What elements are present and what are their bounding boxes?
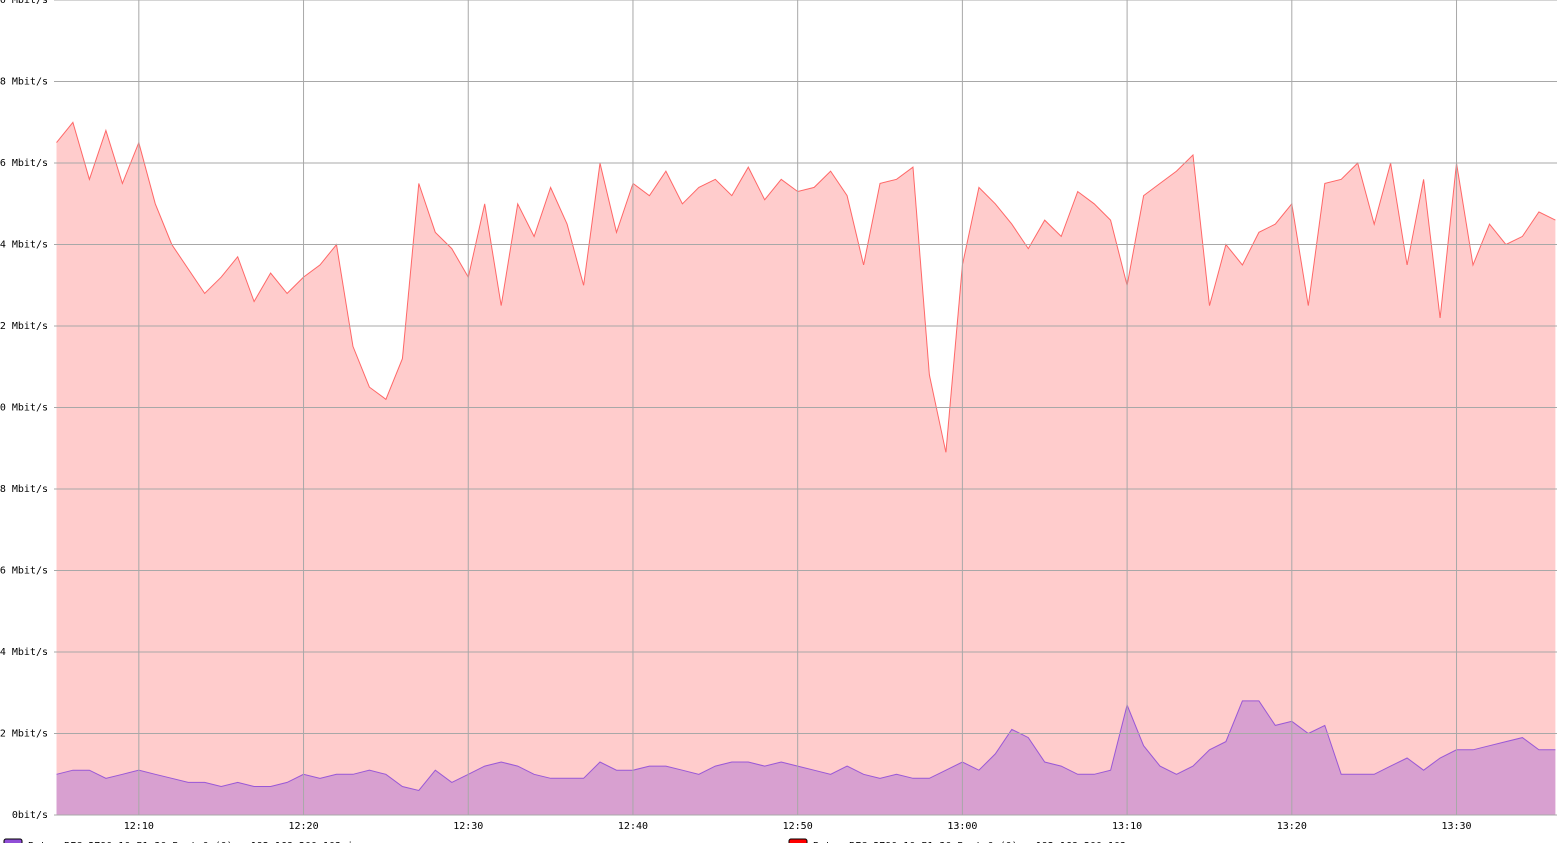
y-tick-label: 0bit/s [12, 810, 48, 821]
x-tick-label: 13:00 [947, 821, 977, 832]
x-tick-label: 12:10 [124, 821, 154, 832]
y-tick-label: 10 Mbit/s [0, 403, 48, 414]
plot-area [56, 121, 1556, 816]
legend-label: Bytes RFC 2790-10 P1 30 Root 0 (0) < 192… [813, 841, 1126, 843]
labels: 0bit/s 2 Mbit/s 4 Mbit/s 6 Mbit/s 8 Mbit/s 10… [0, 0, 1472, 843]
y-tick-label: 8 Mbit/s [0, 484, 48, 495]
y-tick-label: 20 Mbit/s [0, 0, 48, 6]
x-tick-label: 12:20 [288, 821, 318, 832]
y-tick-label: 12 Mbit/s [0, 321, 48, 332]
y-tick-label: 6 Mbit/s [0, 566, 48, 577]
x-tick-label: 12:50 [783, 821, 813, 832]
y-tick-label: 4 Mbit/s [0, 647, 48, 658]
y-tick-label: 16 Mbit/s [0, 158, 48, 169]
legend-swatch [788, 838, 808, 843]
x-tick-label: 13:10 [1112, 821, 1142, 832]
y-tick-label: 2 Mbit/s [0, 729, 48, 740]
x-tick-label: 12:40 [618, 821, 648, 832]
grid [54, 0, 1557, 816]
x-tick-label: 13:30 [1441, 821, 1471, 832]
area [56, 122, 1556, 816]
x-tick-label: 13:20 [1277, 821, 1307, 832]
y-tick-label: 18 Mbit/s [0, 77, 48, 88]
legend-label: Bytes RFC 2790-10 P1 30 Root 0 (0) > 192… [28, 841, 359, 843]
x-tick-label: 12:30 [453, 821, 483, 832]
legend-swatch [3, 838, 23, 843]
line [56, 700, 1556, 792]
line [56, 121, 1556, 453]
area [56, 700, 1556, 815]
y-tick-label: 14 Mbit/s [0, 240, 48, 251]
